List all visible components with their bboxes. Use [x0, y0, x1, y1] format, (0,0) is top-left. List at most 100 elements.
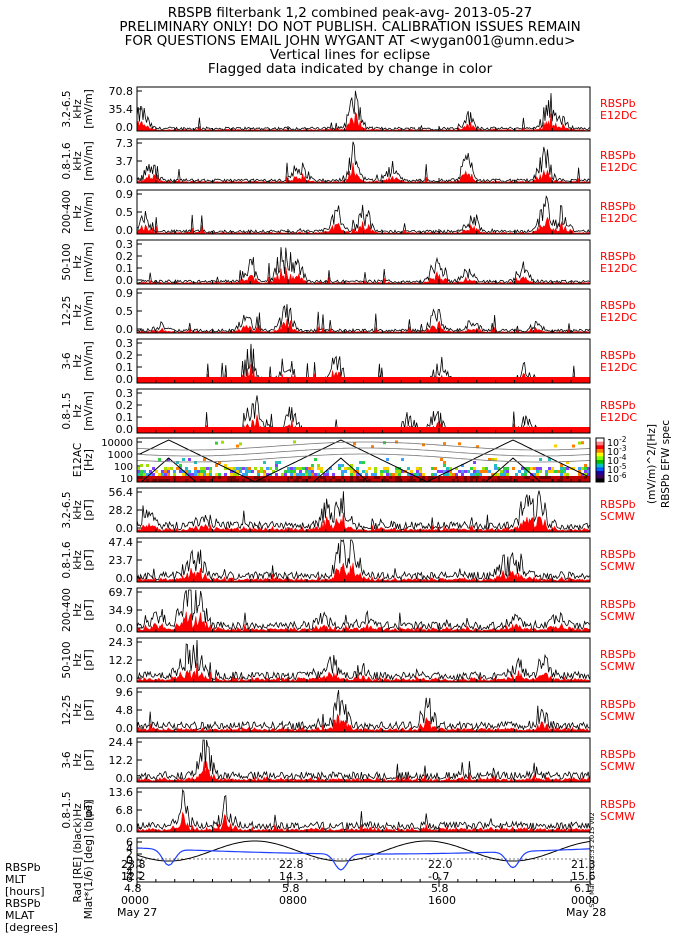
spec-pixel: [458, 470, 461, 473]
spec-pixel: [440, 476, 443, 479]
spec-pixel: [368, 467, 371, 470]
spec-pixel: [461, 473, 464, 476]
peak-trace: [136, 90, 590, 132]
spec-pixel: [266, 467, 269, 470]
spec-pixel: [164, 467, 167, 470]
spec-pixel: [491, 476, 494, 479]
spec-pixel: [329, 476, 332, 479]
ylabel-line: [pT]: [83, 649, 95, 670]
spec-pixel: [236, 473, 239, 476]
spec-pixel: [323, 476, 326, 479]
panel-frame: [136, 288, 591, 334]
ytick-label: -6: [122, 872, 133, 885]
ytick-label: 0.0: [116, 822, 134, 835]
footer-row-label-1: MLT: [5, 873, 26, 886]
right-label-line2: E12DC: [600, 161, 637, 174]
spec-pixel: [308, 467, 311, 470]
spec-pixel: [512, 479, 515, 482]
footer-row-label-5: [degrees]: [5, 921, 58, 934]
spec-pixel: [269, 479, 272, 482]
right-label-line1: RBSPb: [600, 598, 636, 611]
spec-pixel: [488, 458, 491, 461]
spec-pixel: [143, 470, 146, 473]
spec-pixel: [299, 467, 302, 470]
spec-pixel: [341, 470, 344, 473]
ytick-label: 7.3: [116, 137, 134, 150]
spec-pixel: [341, 476, 344, 479]
spec-pixel: [482, 470, 485, 473]
ylabel-line: [mV/m]: [83, 291, 95, 330]
spec-pixel: [443, 476, 446, 479]
colorbar-cell: [596, 452, 604, 457]
spec-pixel: [326, 479, 329, 482]
spec-pixel: [518, 476, 521, 479]
ytick-label: 12.2: [109, 754, 134, 767]
spec-curve: [413, 439, 588, 483]
spec-harmonic: [136, 447, 591, 457]
spec-pixel: [140, 470, 143, 473]
spec-pixel: [413, 479, 416, 482]
spec-pixel: [356, 467, 359, 470]
spec-pixel: [533, 476, 536, 479]
spec-pixel: [578, 467, 581, 470]
spec-pixel: [281, 479, 284, 482]
ytick-label: 0.2: [116, 349, 134, 362]
spec-pixel: [584, 467, 587, 470]
spec-pixel: [503, 473, 506, 476]
spec-pixel: [452, 473, 455, 476]
spec-pixel: [422, 476, 425, 479]
spec-pixel: [443, 473, 446, 476]
peak-trace: [136, 141, 590, 184]
ylabel-line: Hz: [72, 354, 84, 368]
spec-pixel: [359, 479, 362, 482]
spec-pixel: [227, 479, 230, 482]
spec-pixel: [290, 479, 293, 482]
spec-pixel: [251, 470, 254, 473]
colorbar-cell: [596, 474, 604, 479]
spec-pixel: [464, 479, 467, 482]
spec-pixel: [467, 476, 470, 479]
spec-pixel: [479, 470, 482, 473]
spec-pixel: [533, 479, 536, 482]
footer-col0-v2: 4.8: [124, 882, 142, 895]
spec-pixel: [224, 464, 227, 467]
spec-pixel: [257, 476, 260, 479]
spec-pixel: [344, 467, 347, 470]
spec-pixel: [578, 479, 581, 482]
spec-pixel: [239, 479, 242, 482]
right-label-line1: RBSPb: [600, 698, 636, 711]
spec-pixel: [449, 476, 452, 479]
spec-pixel: [563, 467, 566, 470]
spec-pixel: [560, 476, 563, 479]
spec-pixel: [521, 467, 524, 470]
ytick-label: 56.4: [109, 486, 134, 499]
ytick-label: 0.0: [116, 622, 134, 635]
ytick-label: 2: [126, 848, 133, 861]
spec-pixel: [572, 479, 575, 482]
spec-pixel: [566, 467, 569, 470]
spec-pixel: [503, 470, 506, 473]
spec-pixel: [263, 473, 266, 476]
spec-pixel: [161, 479, 164, 482]
spec-pixel: [257, 473, 260, 476]
spec-pixel: [281, 473, 284, 476]
footer-col1-v3: 0800: [279, 894, 307, 907]
ytick-label: -2: [122, 860, 133, 873]
spec-pixel: [446, 479, 449, 482]
ylabel-line: [pT]: [83, 599, 95, 620]
spec-pixel: [176, 479, 179, 482]
spec-pixel: [380, 473, 383, 476]
ytick-label: 0.9: [116, 188, 134, 201]
spec-pixel: [155, 476, 158, 479]
spec-pixel: [239, 476, 242, 479]
spec-pixel: [173, 476, 176, 479]
spec-pixel: [548, 458, 551, 461]
spec-pixel: [155, 470, 158, 473]
spec-pixel: [335, 476, 338, 479]
ytick-label: 0.3: [116, 238, 134, 251]
spec-pixel: [485, 479, 488, 482]
spec-pixel: [239, 470, 242, 473]
